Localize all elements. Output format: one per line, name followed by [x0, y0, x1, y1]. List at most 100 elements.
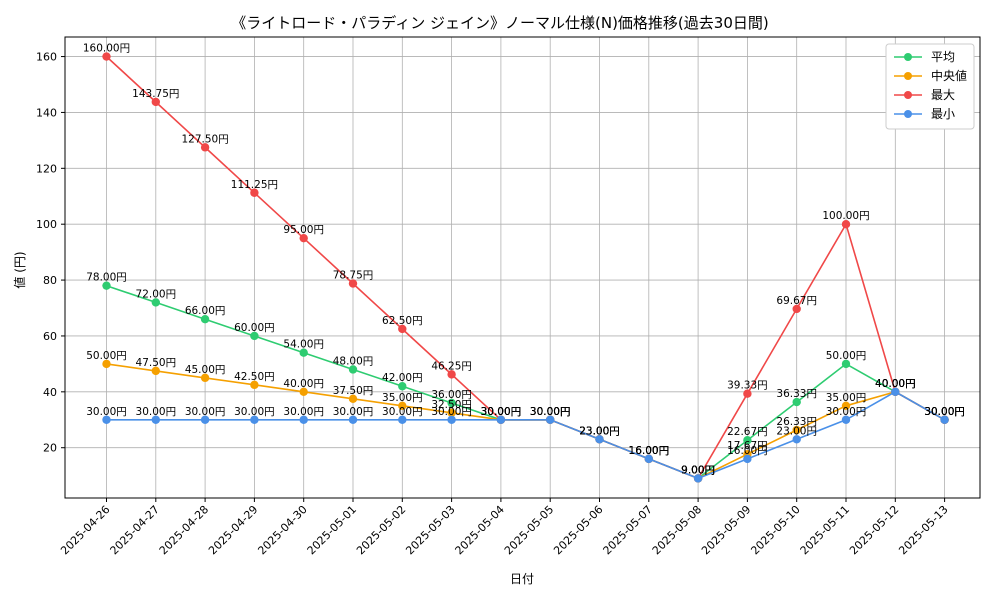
- point-2-14: [792, 304, 801, 314]
- chart-title: 《ライトロード・パラディン ジェイン》ノーマル仕様(N)価格推移(過去30日間): [231, 14, 768, 32]
- point-3-10: [595, 435, 604, 444]
- data-label-3-6: 30.00円: [382, 406, 423, 418]
- y-tick-label-0: 20: [43, 442, 57, 455]
- point-1-0: [102, 359, 111, 369]
- legend-marker-3: [904, 110, 912, 118]
- data-label-0-3: 60.00円: [234, 322, 275, 334]
- data-label-0-5: 48.00円: [333, 355, 374, 367]
- point-3-8: [496, 415, 506, 424]
- legend-label-3: 最小: [931, 107, 955, 121]
- data-label-0-4: 54.00円: [283, 339, 324, 351]
- data-label-0-7: 36.00円: [431, 389, 472, 401]
- data-label-2-3: 111.25円: [231, 179, 278, 191]
- data-label-1-4: 40.00円: [283, 378, 324, 390]
- data-label-1-9: 30.00円: [530, 406, 571, 418]
- data-label-3-12: 9.00円: [681, 464, 715, 476]
- x-tick-label-6: 2025-05-02: [354, 503, 408, 557]
- point-2-5: [348, 279, 358, 288]
- data-label-2-4: 95.00円: [283, 224, 324, 236]
- data-label-1-5: 37.50円: [333, 385, 374, 397]
- x-tick-label-14: 2025-05-10: [748, 503, 802, 557]
- point-1-14: [792, 425, 801, 435]
- x-tick-label-17: 2025-05-13: [896, 503, 950, 557]
- x-tick-label-7: 2025-05-03: [403, 503, 457, 557]
- point-0-2: [200, 314, 210, 324]
- series: [102, 52, 949, 483]
- data-label-1-0: 50.00円: [86, 350, 127, 362]
- data-label-2-10: 23.00円: [579, 425, 620, 437]
- legend-marker-0: [904, 53, 912, 61]
- point-2-3: [250, 188, 259, 197]
- data-label-2-16: 40.00円: [875, 378, 916, 390]
- data-label-3-15: 30.00円: [826, 406, 867, 418]
- data-label-0-6: 42.00円: [382, 372, 423, 384]
- legend-marker-2: [904, 91, 912, 99]
- y-tick-label-5: 120: [36, 162, 57, 175]
- data-label-2-6: 62.50円: [382, 315, 423, 327]
- point-3-13: [743, 454, 752, 464]
- point-0-1: [151, 298, 160, 307]
- point-1-6: [398, 401, 407, 410]
- data-label-2-1: 143.75円: [132, 88, 179, 100]
- data-label-3-2: 30.00円: [185, 406, 226, 418]
- data-label-2-0: 160.00円: [83, 43, 130, 55]
- data-label-0-14: 36.33円: [776, 388, 817, 400]
- data-label-3-17: 30.00円: [924, 406, 965, 418]
- data-label-1-15: 35.00円: [826, 392, 867, 404]
- point-2-0: [102, 52, 111, 61]
- point-3-4: [299, 415, 308, 424]
- data-label-0-1: 72.00円: [136, 288, 177, 300]
- point-0-5: [348, 365, 358, 374]
- data-label-2-9: 30.00円: [530, 406, 571, 418]
- data-labels: 78.00円 72.00円 66.00円 60.00円 54.00円 48.00円 42.0…: [83, 43, 965, 477]
- y-tick-label-3: 80: [43, 274, 57, 287]
- x-tick-label-10: 2025-05-06: [551, 503, 605, 557]
- x-axis-label: 日付: [510, 572, 534, 586]
- y-tick-label-2: 60: [43, 330, 57, 343]
- point-0-14: [792, 397, 801, 407]
- x-tick-label-9: 2025-05-05: [502, 503, 556, 557]
- series-line-1: [106, 363, 945, 480]
- point-1-3: [250, 380, 259, 390]
- data-label-3-7: 30.00円: [431, 406, 472, 418]
- point-3-9: [546, 415, 555, 424]
- data-label-2-13: 39.33円: [727, 380, 768, 392]
- point-2-6: [398, 324, 407, 334]
- y-tick-label-1: 40: [43, 386, 57, 399]
- plot-frame: [64, 36, 981, 499]
- data-label-1-7: 32.50円: [431, 399, 472, 411]
- data-label-3-8: 30.00円: [481, 406, 522, 418]
- data-label-1-8: 30.00円: [481, 406, 522, 418]
- point-0-4: [299, 348, 308, 357]
- grid: [65, 37, 980, 498]
- data-label-2-15: 100.00円: [822, 210, 869, 222]
- data-label-2-11: 16.00円: [629, 445, 670, 457]
- point-2-15: [841, 219, 851, 229]
- point-1-4: [299, 387, 308, 397]
- point-2-1: [151, 97, 160, 107]
- point-1-2: [200, 373, 210, 383]
- data-label-0-16: 40.00円: [875, 378, 916, 390]
- data-label-1-17: 30.00円: [924, 406, 965, 418]
- data-label-2-17: 30.00円: [924, 406, 965, 418]
- data-label-3-5: 30.00円: [333, 406, 374, 418]
- y-tick-label-7: 160: [36, 51, 57, 64]
- data-label-2-12: 9.00円: [681, 464, 715, 476]
- point-3-3: [250, 415, 259, 424]
- data-label-1-2: 45.00円: [185, 364, 226, 376]
- point-2-13: [743, 389, 752, 398]
- data-label-3-4: 30.00円: [283, 406, 324, 418]
- x-tick-label-4: 2025-04-30: [255, 503, 309, 557]
- point-2-7: [447, 370, 456, 379]
- point-3-12: [693, 474, 703, 483]
- y-tick-label-6: 140: [36, 106, 57, 119]
- data-label-0-8: 30.00円: [481, 406, 522, 418]
- point-3-5: [348, 415, 358, 424]
- data-label-3-3: 30.00円: [234, 406, 275, 418]
- data-label-1-10: 23.00円: [579, 425, 620, 437]
- y-axis-ticks: 20 40 60 80 100 120 140 160: [36, 51, 65, 455]
- x-tick-label-0: 2025-04-26: [58, 503, 112, 557]
- point-3-15: [841, 415, 851, 424]
